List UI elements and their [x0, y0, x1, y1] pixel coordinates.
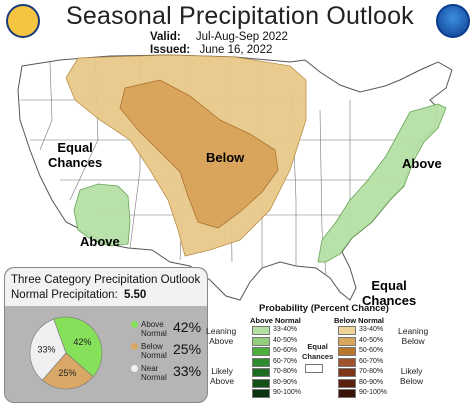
leaning-above-label: Leaning Above	[206, 326, 237, 346]
pie-slice-near	[29, 318, 67, 381]
issued-value: June 16, 2022	[199, 44, 273, 56]
below-range-3: 60-70%	[359, 357, 384, 365]
below-range-1: 40-50%	[359, 336, 384, 344]
issued-label: Issued:	[150, 44, 191, 56]
probability-legend-title: Probability (Percent Chance)	[259, 303, 389, 314]
above-range-5: 80-90%	[273, 378, 298, 386]
pie-slice-below	[41, 352, 94, 390]
likely-above-label: Likely Above	[210, 366, 235, 386]
pie-legend-label-above: Above Normal	[141, 320, 167, 338]
below-swatch-1	[338, 336, 356, 346]
commerce-department-seal-icon	[6, 4, 40, 38]
pie-label-below: 25%	[58, 368, 76, 378]
pie-legend-dot-below	[131, 343, 138, 350]
below-range-4: 70-80%	[359, 368, 384, 375]
noaa-logo-icon	[436, 4, 470, 38]
below-range-0: 33-40%	[359, 326, 384, 333]
pie-legend-value-near: 33%	[173, 363, 202, 379]
category-pie-chart: 42% 25% 33%	[29, 316, 103, 390]
equal-chances-se-label: Equal Chances	[362, 278, 417, 308]
above-swatch-4	[252, 368, 270, 377]
below-swatch-3	[338, 357, 356, 367]
above-normal-southwest-area	[73, 183, 131, 247]
below-range-6: 90-100%	[359, 389, 388, 396]
below-label: Below	[206, 150, 245, 165]
above-swatch-5	[252, 378, 270, 388]
valid-label: Valid:	[150, 31, 181, 43]
valid-line: Valid: Jul-Aug-Sep 2022	[150, 31, 288, 43]
pie-label-above: 42%	[73, 337, 91, 347]
inset-title: Three Category Precipitation Outlook	[11, 274, 201, 286]
equal-chances-legend-label: Equal Chances	[302, 342, 334, 361]
below-swatch-6	[338, 389, 356, 398]
equal-chances-swatch	[305, 364, 323, 373]
above-range-1: 40-50%	[273, 336, 298, 344]
above-range-6: 90-100%	[273, 389, 302, 396]
issued-line: Issued: June 16, 2022	[150, 44, 272, 56]
above-southwest-label: Above	[80, 234, 120, 249]
normal-precip-line: Normal Precipitation: 5.50	[11, 289, 146, 301]
pie-legend-label-below: Below Normal	[141, 342, 167, 360]
above-normal-east-area	[317, 103, 447, 263]
above-east-label: Above	[402, 156, 442, 171]
page-title: Seasonal Precipitation Outlook	[66, 2, 414, 30]
below-range-2: 50-60%	[359, 347, 384, 354]
pie-legend-label-near: Near Normal	[141, 364, 167, 382]
three-category-inset: Three Category Precipitation Outlook Nor…	[4, 267, 208, 403]
below-swatch-2	[338, 347, 356, 356]
inset-header	[5, 268, 207, 306]
equal-chances-west-label: Equal Chances	[48, 140, 103, 170]
below-swatch-4	[338, 368, 356, 377]
normal-precip-value: 5.50	[123, 289, 147, 301]
above-swatch-6	[252, 389, 270, 398]
likely-below-label: Likely Below	[400, 366, 424, 386]
pie-slice-above	[53, 316, 103, 378]
pie-legend-value-below: 25%	[173, 341, 202, 357]
above-range-3: 60-70%	[273, 357, 298, 365]
leaning-below-label: Leaning Below	[398, 326, 429, 346]
below-normal-40-50-area	[119, 79, 279, 229]
above-range-2: 50-60%	[273, 347, 298, 354]
below-normal-header: Below Normal	[334, 316, 385, 325]
above-swatch-2	[252, 347, 270, 356]
above-range-4: 70-80%	[273, 368, 298, 375]
above-range-0: 33-40%	[273, 326, 298, 333]
below-range-5: 80-90%	[359, 378, 384, 386]
above-swatch-1	[252, 336, 270, 346]
below-swatch-0	[338, 326, 356, 335]
below-swatch-5	[338, 378, 356, 388]
above-normal-header: Above Normal	[250, 316, 301, 325]
normal-precip-label: Normal Precipitation:	[11, 289, 118, 301]
above-swatch-3	[252, 357, 270, 367]
pie-legend-dot-above	[131, 321, 138, 328]
above-swatch-0	[252, 326, 270, 335]
pie-legend-value-above: 42%	[173, 319, 202, 335]
valid-value: Jul-Aug-Sep 2022	[195, 31, 288, 43]
pie-legend-dot-near	[131, 365, 138, 372]
pie-label-near: 33%	[38, 344, 56, 354]
